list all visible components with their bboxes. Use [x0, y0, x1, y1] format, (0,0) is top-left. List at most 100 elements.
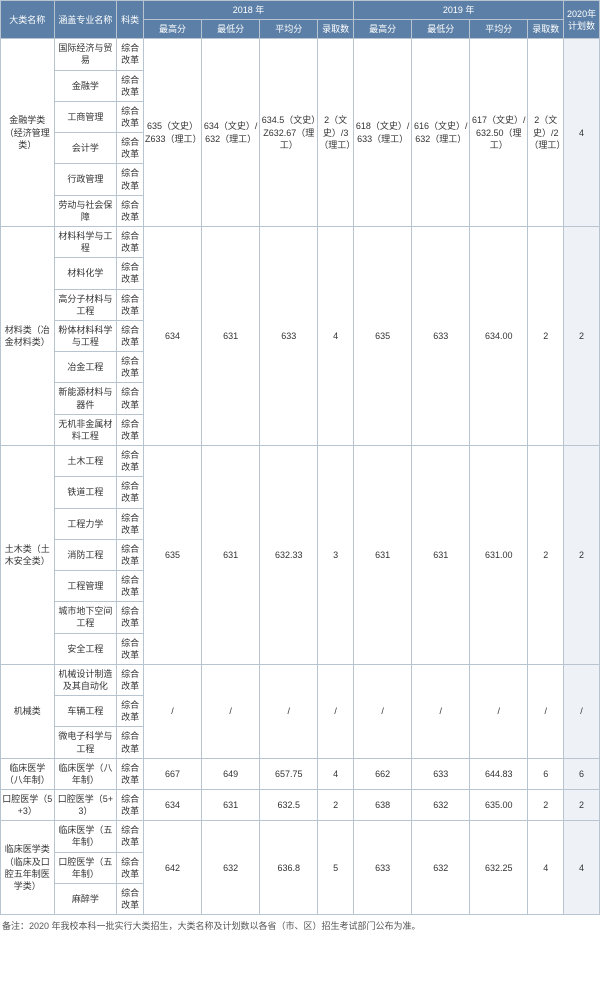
major-cell: 铁道工程: [54, 477, 117, 508]
subject-cell: 综合改革: [117, 70, 144, 101]
subject-cell: 综合改革: [117, 633, 144, 664]
y2018-min-cell: 631: [202, 226, 260, 445]
y2018-count-cell: 4: [318, 226, 354, 445]
hdr-2019-max: 最高分: [354, 20, 412, 39]
y2018-avg-cell: 633: [260, 226, 318, 445]
category-cell: 机械类: [1, 664, 55, 758]
table-row: 金融学类（经济管理类）国际经济与贸易综合改革635（文史）Z633（理工）634…: [1, 39, 600, 70]
y2019-avg-cell: /: [470, 664, 528, 758]
subject-cell: 综合改革: [117, 383, 144, 414]
subject-cell: 综合改革: [117, 664, 144, 695]
subject-cell: 综合改革: [117, 445, 144, 476]
major-cell: 新能源材料与器件: [54, 383, 117, 414]
hdr-plan: 2020年计划数: [564, 1, 600, 39]
y2019-max-cell: 631: [354, 445, 412, 664]
subject-cell: 综合改革: [117, 821, 144, 852]
y2019-min-cell: /: [412, 664, 470, 758]
y2018-max-cell: 642: [144, 821, 202, 915]
y2019-min-cell: 631: [412, 445, 470, 664]
y2018-avg-cell: 632.33: [260, 445, 318, 664]
table-row: 临床医学（八年制）临床医学（八年制）综合改革667649657.75466263…: [1, 758, 600, 789]
category-cell: 土木类（土木安全类）: [1, 445, 55, 664]
y2019-max-cell: 638: [354, 790, 412, 821]
subject-cell: 综合改革: [117, 790, 144, 821]
y2018-min-cell: 631: [202, 445, 260, 664]
y2018-avg-cell: 632.5: [260, 790, 318, 821]
category-cell: 临床医学（八年制）: [1, 758, 55, 789]
major-cell: 行政管理: [54, 164, 117, 195]
y2019-avg-cell: 632.25: [470, 821, 528, 915]
plan-cell: 4: [564, 39, 600, 227]
hdr-2019-count: 录取数: [528, 20, 564, 39]
y2018-count-cell: 3: [318, 445, 354, 664]
subject-cell: 综合改革: [117, 258, 144, 289]
major-cell: 劳动与社会保障: [54, 195, 117, 226]
y2019-count-cell: 2: [528, 445, 564, 664]
hdr-category: 大类名称: [1, 1, 55, 39]
major-cell: 高分子材料与工程: [54, 289, 117, 320]
y2019-min-cell: 632: [412, 821, 470, 915]
y2018-avg-cell: 657.75: [260, 758, 318, 789]
admission-table: 大类名称 涵盖专业名称 科类 2018 年 2019 年 2020年计划数 最高…: [0, 0, 600, 915]
y2018-avg-cell: /: [260, 664, 318, 758]
major-cell: 安全工程: [54, 633, 117, 664]
subject-cell: 综合改革: [117, 539, 144, 570]
major-cell: 金融学: [54, 70, 117, 101]
subject-cell: 综合改革: [117, 164, 144, 195]
major-cell: 会计学: [54, 133, 117, 164]
y2019-avg-cell: 634.00: [470, 226, 528, 445]
y2019-avg-cell: 635.00: [470, 790, 528, 821]
major-cell: 冶金工程: [54, 352, 117, 383]
y2018-count-cell: 4: [318, 758, 354, 789]
category-cell: 口腔医学（5+3）: [1, 790, 55, 821]
major-cell: 无机非金属材料工程: [54, 414, 117, 445]
category-cell: 金融学类（经济管理类）: [1, 39, 55, 227]
plan-cell: 6: [564, 758, 600, 789]
major-cell: 机械设计制造及其自动化: [54, 664, 117, 695]
y2019-min-cell: 633: [412, 758, 470, 789]
major-cell: 微电子科学与工程: [54, 727, 117, 758]
plan-cell: 2: [564, 226, 600, 445]
table-row: 机械类机械设计制造及其自动化综合改革/////////: [1, 664, 600, 695]
y2018-count-cell: /: [318, 664, 354, 758]
subject-cell: 综合改革: [117, 320, 144, 351]
major-cell: 粉体材料科学与工程: [54, 320, 117, 351]
hdr-2019: 2019 年: [354, 1, 564, 20]
y2019-count-cell: 6: [528, 758, 564, 789]
y2019-max-cell: 635: [354, 226, 412, 445]
subject-cell: 综合改革: [117, 477, 144, 508]
major-cell: 城市地下空间工程: [54, 602, 117, 633]
major-cell: 麻醉学: [54, 883, 117, 914]
hdr-2018: 2018 年: [144, 1, 354, 20]
plan-cell: /: [564, 664, 600, 758]
table-row: 土木类（土木安全类）土木工程综合改革635631632.333631631631…: [1, 445, 600, 476]
major-cell: 临床医学（八年制）: [54, 758, 117, 789]
subject-cell: 综合改革: [117, 852, 144, 883]
major-cell: 工程力学: [54, 508, 117, 539]
y2019-count-cell: 2（文史）/2（理工）: [528, 39, 564, 227]
y2019-avg-cell: 644.83: [470, 758, 528, 789]
plan-cell: 4: [564, 821, 600, 915]
subject-cell: 综合改革: [117, 727, 144, 758]
subject-cell: 综合改革: [117, 414, 144, 445]
y2019-count-cell: 4: [528, 821, 564, 915]
subject-cell: 综合改革: [117, 883, 144, 914]
y2018-max-cell: 634: [144, 790, 202, 821]
hdr-2019-avg: 平均分: [470, 20, 528, 39]
y2018-count-cell: 2: [318, 790, 354, 821]
table-row: 临床医学类（临床及口腔五年制医学类）临床医学（五年制）综合改革642632636…: [1, 821, 600, 852]
y2019-min-cell: 633: [412, 226, 470, 445]
y2019-max-cell: 662: [354, 758, 412, 789]
y2019-count-cell: 2: [528, 790, 564, 821]
major-cell: 材料化学: [54, 258, 117, 289]
hdr-2018-max: 最高分: [144, 20, 202, 39]
major-cell: 材料科学与工程: [54, 226, 117, 257]
hdr-subject: 科类: [117, 1, 144, 39]
y2018-min-cell: 632: [202, 821, 260, 915]
y2018-max-cell: /: [144, 664, 202, 758]
table-header: 大类名称 涵盖专业名称 科类 2018 年 2019 年 2020年计划数 最高…: [1, 1, 600, 39]
category-cell: 临床医学类（临床及口腔五年制医学类）: [1, 821, 55, 915]
plan-cell: 2: [564, 790, 600, 821]
subject-cell: 综合改革: [117, 696, 144, 727]
y2019-max-cell: 618（文史）/633（理工）: [354, 39, 412, 227]
